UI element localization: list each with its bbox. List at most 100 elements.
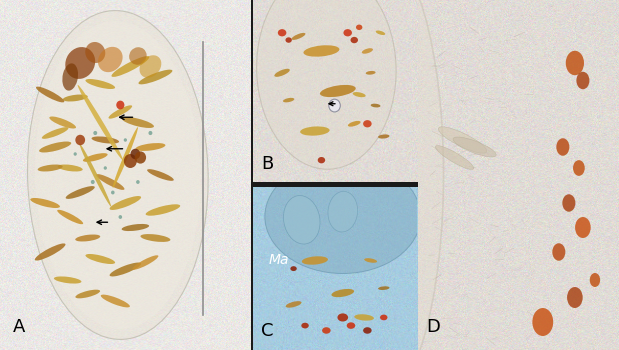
Ellipse shape xyxy=(378,134,389,139)
Ellipse shape xyxy=(38,164,63,172)
Ellipse shape xyxy=(83,153,108,162)
Ellipse shape xyxy=(313,0,443,350)
Text: C: C xyxy=(261,322,273,340)
Ellipse shape xyxy=(124,138,127,142)
Ellipse shape xyxy=(318,157,325,163)
Ellipse shape xyxy=(354,314,374,321)
Ellipse shape xyxy=(113,127,138,188)
Ellipse shape xyxy=(347,322,355,329)
Text: B: B xyxy=(261,155,273,173)
Ellipse shape xyxy=(344,29,352,36)
Ellipse shape xyxy=(285,301,301,308)
Ellipse shape xyxy=(63,63,78,91)
Ellipse shape xyxy=(556,138,569,156)
Ellipse shape xyxy=(353,92,366,97)
Ellipse shape xyxy=(27,10,208,340)
Ellipse shape xyxy=(566,51,584,75)
Ellipse shape xyxy=(135,151,146,163)
Ellipse shape xyxy=(435,146,474,169)
Text: A: A xyxy=(12,318,25,336)
Ellipse shape xyxy=(149,131,152,135)
Ellipse shape xyxy=(320,85,356,97)
Ellipse shape xyxy=(85,42,105,63)
Ellipse shape xyxy=(131,149,141,159)
Ellipse shape xyxy=(364,258,377,263)
Ellipse shape xyxy=(376,30,385,35)
Ellipse shape xyxy=(66,186,95,199)
Ellipse shape xyxy=(65,47,95,79)
Ellipse shape xyxy=(265,160,421,273)
Ellipse shape xyxy=(328,191,358,232)
Ellipse shape xyxy=(438,127,487,153)
Ellipse shape xyxy=(453,137,496,157)
Ellipse shape xyxy=(30,198,60,208)
Ellipse shape xyxy=(274,69,290,77)
Ellipse shape xyxy=(371,104,381,107)
Ellipse shape xyxy=(63,94,88,101)
Ellipse shape xyxy=(257,0,396,169)
Ellipse shape xyxy=(57,210,83,224)
Ellipse shape xyxy=(350,37,358,43)
Ellipse shape xyxy=(76,290,100,298)
Ellipse shape xyxy=(111,56,149,77)
Ellipse shape xyxy=(39,141,71,153)
Ellipse shape xyxy=(380,315,387,320)
Ellipse shape xyxy=(108,105,132,119)
Ellipse shape xyxy=(76,135,85,145)
Ellipse shape xyxy=(363,120,371,127)
Ellipse shape xyxy=(58,164,83,172)
Ellipse shape xyxy=(124,154,137,168)
Ellipse shape xyxy=(329,99,340,112)
Ellipse shape xyxy=(356,25,362,30)
Ellipse shape xyxy=(575,217,591,238)
Ellipse shape xyxy=(110,262,141,276)
Ellipse shape xyxy=(283,98,294,102)
Ellipse shape xyxy=(122,117,154,128)
Ellipse shape xyxy=(35,243,66,261)
Ellipse shape xyxy=(103,166,107,170)
Ellipse shape xyxy=(552,243,565,261)
Ellipse shape xyxy=(322,327,331,334)
Ellipse shape xyxy=(111,190,115,195)
Ellipse shape xyxy=(136,143,165,151)
Ellipse shape xyxy=(348,121,361,127)
Ellipse shape xyxy=(129,47,147,65)
Ellipse shape xyxy=(590,273,600,287)
Ellipse shape xyxy=(91,180,95,184)
Ellipse shape xyxy=(93,131,97,135)
Ellipse shape xyxy=(79,144,111,206)
Ellipse shape xyxy=(331,289,354,297)
Ellipse shape xyxy=(278,29,287,36)
Ellipse shape xyxy=(116,101,124,110)
Ellipse shape xyxy=(74,152,77,156)
Ellipse shape xyxy=(290,266,297,271)
Ellipse shape xyxy=(300,126,330,136)
Ellipse shape xyxy=(362,48,373,54)
Ellipse shape xyxy=(145,204,180,216)
Ellipse shape xyxy=(378,286,389,290)
Ellipse shape xyxy=(141,234,170,242)
Ellipse shape xyxy=(285,37,292,43)
Ellipse shape xyxy=(284,196,320,244)
Ellipse shape xyxy=(147,169,174,181)
Ellipse shape xyxy=(136,180,140,184)
Text: Ma: Ma xyxy=(269,253,290,267)
Ellipse shape xyxy=(98,47,123,72)
Ellipse shape xyxy=(363,327,371,334)
Ellipse shape xyxy=(337,313,348,322)
Ellipse shape xyxy=(292,33,305,40)
Ellipse shape xyxy=(366,71,376,75)
Ellipse shape xyxy=(132,255,158,270)
Ellipse shape xyxy=(77,85,123,160)
Ellipse shape xyxy=(96,174,124,190)
Ellipse shape xyxy=(567,287,582,308)
Ellipse shape xyxy=(303,45,339,57)
Ellipse shape xyxy=(92,136,119,144)
Ellipse shape xyxy=(85,254,115,264)
Ellipse shape xyxy=(139,70,173,84)
Ellipse shape xyxy=(302,256,328,265)
Ellipse shape xyxy=(35,21,201,329)
Ellipse shape xyxy=(85,79,115,89)
Text: D: D xyxy=(426,318,440,336)
Ellipse shape xyxy=(110,196,141,210)
